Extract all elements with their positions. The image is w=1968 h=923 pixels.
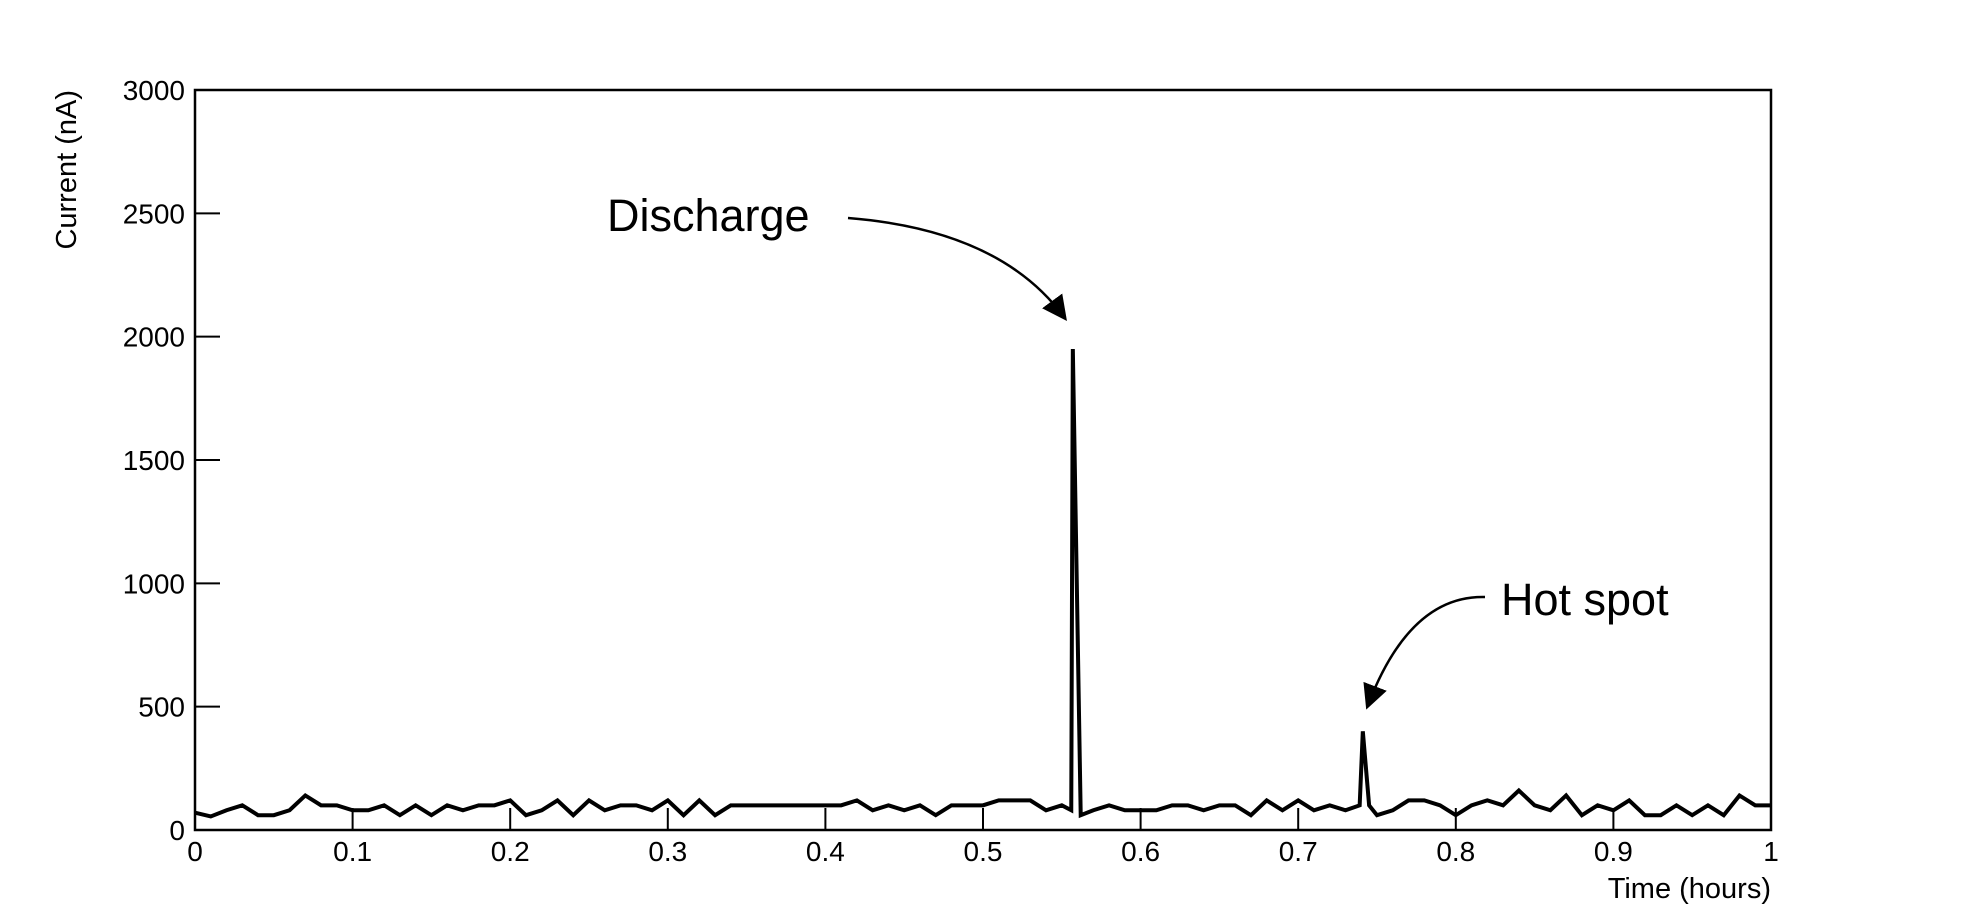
y-axis-label: Current (nA)	[51, 90, 83, 250]
y-tick-label: 1000	[123, 568, 185, 599]
plot-frame	[193, 88, 1773, 832]
annotation: Hot spot	[1501, 574, 1669, 625]
annotation: Discharge	[607, 190, 810, 241]
x-tick-label: 0.4	[806, 836, 845, 867]
annotation-arrow	[847, 216, 1067, 322]
y-tick-label: 2500	[123, 198, 185, 229]
x-axis-label: Time (hours)	[1608, 873, 1771, 905]
x-tick-label: 1	[1763, 836, 1779, 867]
x-tick-label: 0	[187, 836, 203, 867]
x-tick-label: 0.5	[964, 836, 1003, 867]
x-tick-label: 0.1	[333, 836, 372, 867]
x-tick-label: 0.6	[1121, 836, 1160, 867]
annotation-arrow	[1363, 595, 1486, 710]
x-tick-label: 0.2	[491, 836, 530, 867]
data-line	[194, 348, 1771, 819]
y-tick-label: 0	[169, 815, 185, 846]
x-tick-label: 0.3	[648, 836, 687, 867]
x-tick-label: 0.7	[1279, 836, 1318, 867]
x-tick-label: 0.9	[1594, 836, 1633, 867]
y-tick-label: 500	[138, 692, 185, 723]
y-tick-label: 2000	[123, 322, 185, 353]
y-tick-label: 3000	[123, 75, 185, 106]
x-tick-label: 0.8	[1436, 836, 1475, 867]
y-tick-label: 1500	[123, 445, 185, 476]
